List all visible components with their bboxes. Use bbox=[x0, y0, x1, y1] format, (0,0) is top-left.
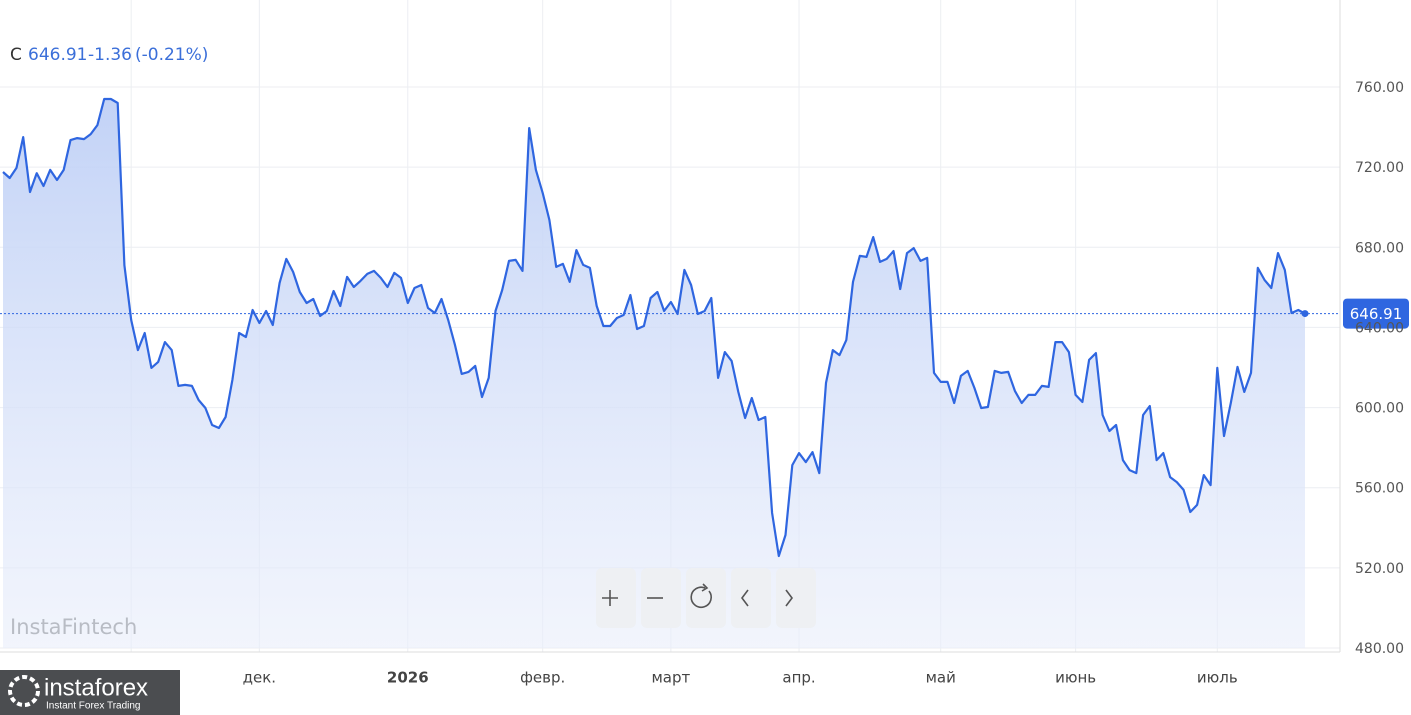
y-tick-label: 600.00 bbox=[1355, 401, 1404, 417]
price-tag bbox=[1343, 298, 1409, 329]
legend-change-percent: (-0.21%) bbox=[135, 45, 208, 65]
logo-box bbox=[0, 670, 180, 715]
reset[interactable] bbox=[686, 568, 726, 628]
logo-name: instaforex bbox=[44, 674, 148, 701]
zoom-controls bbox=[596, 568, 816, 628]
icon bbox=[785, 589, 793, 607]
icon bbox=[690, 583, 712, 608]
x-tick-label: апр. bbox=[782, 669, 815, 687]
logo-tagline: Instant Forex Trading bbox=[46, 701, 141, 712]
icon bbox=[602, 590, 618, 606]
x-tick-label: дек. bbox=[243, 669, 276, 687]
last-point bbox=[1301, 310, 1309, 318]
legend-change: -1.36 bbox=[88, 45, 132, 65]
logo-icon bbox=[8, 675, 40, 707]
price-tag-label: 646.91 bbox=[1350, 305, 1403, 323]
icon bbox=[741, 589, 749, 607]
y-tick-label: 560.00 bbox=[1355, 481, 1404, 497]
x-tick-label: март bbox=[651, 669, 690, 687]
x-tick-label: июнь bbox=[1055, 669, 1096, 687]
legend-close: 646.91 bbox=[28, 45, 87, 65]
x-tick-label: 2026 bbox=[387, 669, 429, 687]
scroll-right[interactable] bbox=[776, 568, 816, 628]
x-tick-label: май bbox=[926, 669, 956, 687]
plot: 646.91 bbox=[0, 97, 1409, 648]
x-tick-label: февр. bbox=[520, 669, 565, 687]
legend-label: C bbox=[10, 45, 22, 65]
line bbox=[2, 97, 1306, 558]
y-tick-label: 760.00 bbox=[1355, 80, 1404, 96]
area bbox=[3, 99, 1305, 648]
watermark: InstaFintech bbox=[10, 615, 137, 639]
x-tick-label: июль bbox=[1197, 669, 1238, 687]
scroll-left[interactable] bbox=[731, 568, 771, 628]
y-tick-label: 720.00 bbox=[1355, 160, 1404, 176]
y-tick-label: 520.00 bbox=[1355, 561, 1404, 577]
y-tick-label: 640.00 bbox=[1355, 320, 1404, 336]
logo: instaforex Instant Forex Trading bbox=[0, 670, 180, 715]
y-tick-label: 480.00 bbox=[1355, 641, 1404, 657]
y-tick-label: 680.00 bbox=[1355, 240, 1404, 256]
